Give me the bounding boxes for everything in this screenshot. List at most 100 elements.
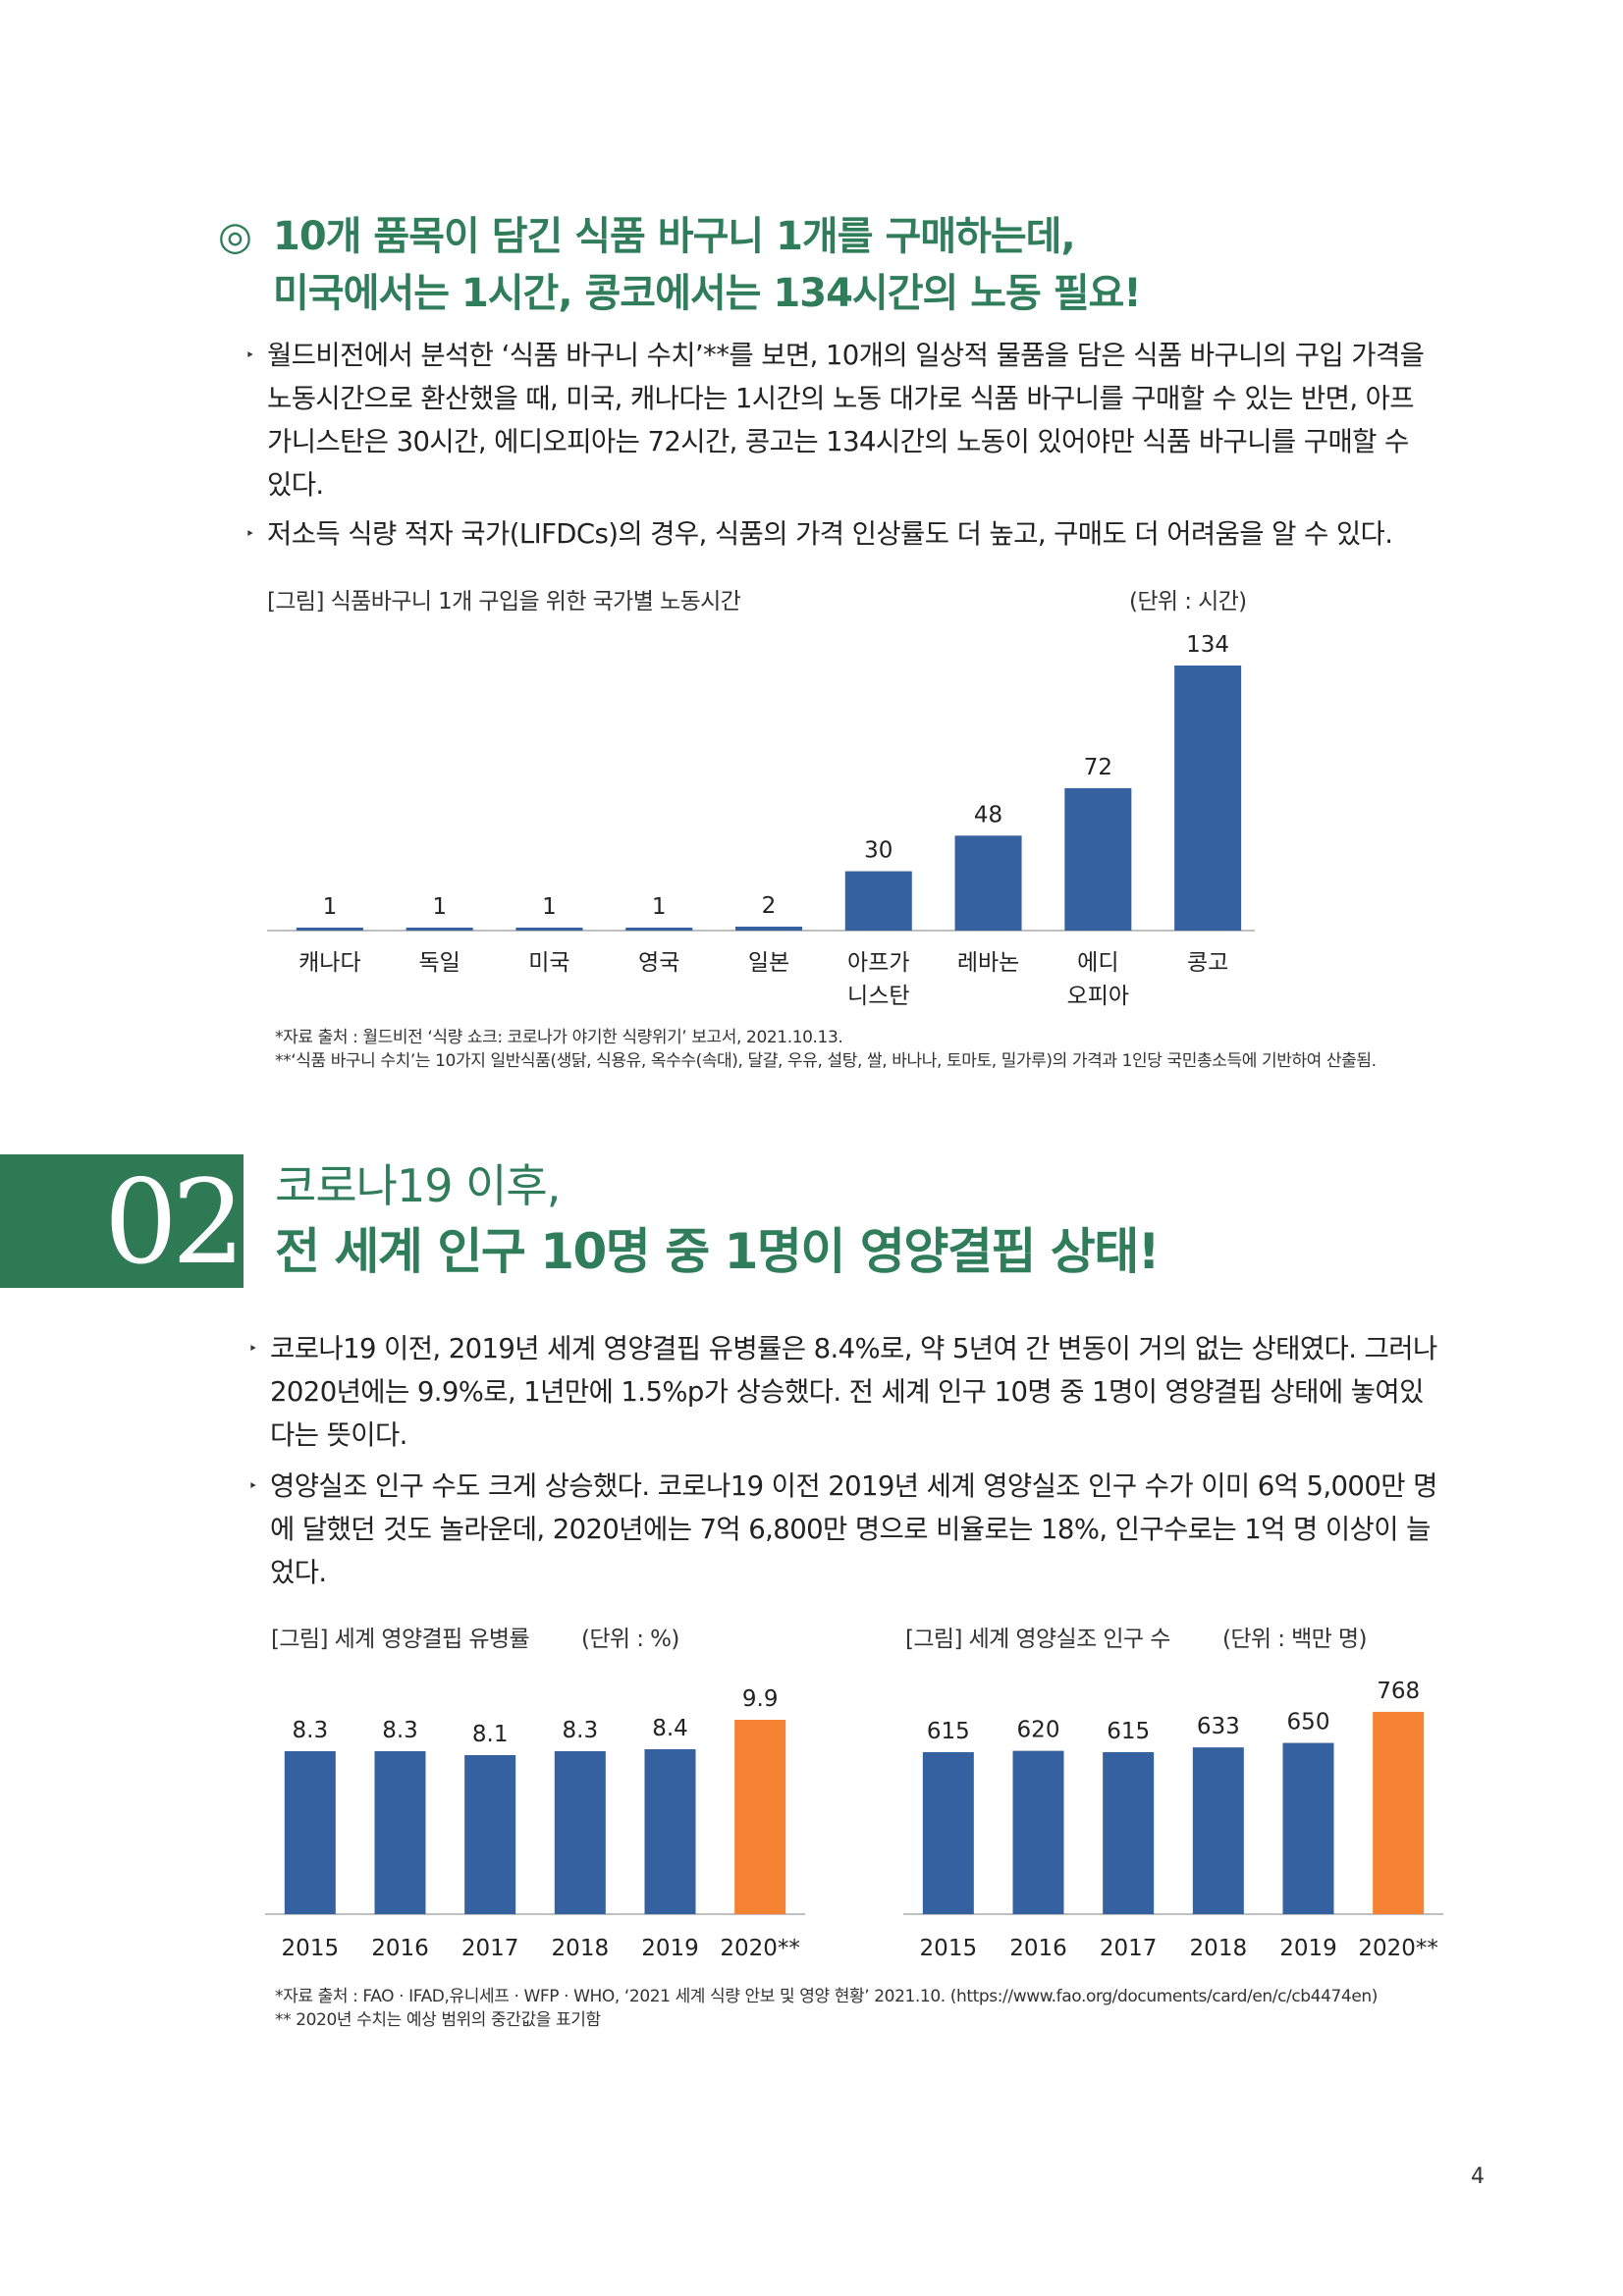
data-label: 30	[864, 838, 893, 864]
data-label: 9.9	[742, 1686, 779, 1712]
tick-label: 2020**	[1358, 1936, 1438, 1961]
data-label: 633	[1197, 1714, 1240, 1739]
bar	[1192, 1747, 1244, 1914]
paragraph-line: 2020년에는 9.9%로, 1년만에 1.5%p가 상승했다. 전 세계 인구…	[270, 1376, 1424, 1408]
bar	[1103, 1751, 1155, 1914]
bar	[374, 1751, 426, 1914]
data-label: 8.3	[563, 1718, 599, 1743]
section1-heading-line1: 10개 품목이 담긴 식품 바구니 1개를 구매하는데,	[273, 214, 1076, 259]
tick-label: 아프가	[847, 950, 909, 976]
bar	[464, 1755, 516, 1914]
tick-label: 2015	[920, 1936, 978, 1961]
data-label: 1	[652, 894, 667, 920]
figure3-unit: (단위 : 백만 명)	[1222, 1627, 1367, 1652]
bar	[284, 1751, 336, 1914]
data-label: 615	[1107, 1719, 1150, 1744]
data-label: 650	[1287, 1710, 1330, 1735]
data-label: 72	[1084, 755, 1112, 780]
data-label: 620	[1017, 1718, 1060, 1743]
definition-note: **‘식품 바구니 수치’는 10가지 일반식품(생닭, 식용유, 옥수수(속대…	[275, 1051, 1377, 1071]
bar	[515, 928, 583, 931]
figure1-unit: (단위 : 시간)	[1129, 589, 1247, 614]
tick-label: 2017	[1100, 1936, 1158, 1961]
source-note: *자료 출처 : FAO · IFAD,유니세프 · WFP · WHO, ‘2…	[275, 1987, 1379, 2006]
bar	[625, 928, 693, 931]
bar	[1012, 1750, 1064, 1914]
bullet-triangle-icon: ‣	[248, 1339, 257, 1358]
figure2-chart: 8.3 2015 8.3 2016 8.1 2017 8.3 2018 8.4 2019 9.9 20…	[265, 1686, 805, 1961]
section1-bullet-1: ‣ 월드비전에서 분석한 ‘식품 바구니 수치’**를 보면, 10개의 일상적…	[245, 334, 1485, 507]
bar	[644, 1749, 696, 1914]
section2-subtitle: 코로나19 이후,	[275, 1159, 561, 1212]
figure1-notes: *자료 출처 : 월드비전 ‘식량 쇼크: 코로나가 야기한 식량위기’ 보고서…	[275, 1026, 1551, 1073]
data-label: 8.4	[652, 1716, 688, 1741]
estimate-note: ** 2020년 수치는 예상 범위의 중간값을 표기함	[275, 2010, 601, 2030]
paragraph-line: 노동시간으로 환산했을 때, 미국, 캐나다는 1시간의 노동 대가로 식품 바…	[267, 383, 1415, 414]
tick-label: 오피아	[1067, 984, 1129, 1009]
bar	[735, 926, 802, 931]
bar	[734, 1720, 786, 1914]
tick-label: 2016	[1009, 1936, 1067, 1961]
paragraph-line: 었다.	[270, 1557, 327, 1588]
data-label: 134	[1186, 632, 1229, 658]
section2-title: 전 세계 인구 10명 중 1명이 영양결핍 상태!	[275, 1223, 1161, 1280]
bullet-triangle-icon: ‣	[245, 346, 254, 364]
tick-label: 2019	[641, 1936, 699, 1961]
bar	[1373, 1711, 1425, 1914]
paragraph-line: 저소득 식량 적자 국가(LIFDCs)의 경우, 식품의 가격 인상률도 더 …	[267, 518, 1393, 550]
bar	[406, 928, 473, 931]
tick-label: 캐나다	[298, 950, 360, 976]
bullseye-icon: ◎	[218, 214, 252, 259]
section2-bullet-2: ‣ 영양실조 인구 수도 크게 상승했다. 코로나19 이전 2019년 세계 …	[248, 1465, 1488, 1594]
data-label: 2	[762, 893, 777, 919]
section1-heading-line2: 미국에서는 1시간, 콩코에서는 134시간의 노동 필요!	[273, 271, 1142, 316]
figure2-unit: (단위 : %)	[581, 1627, 679, 1652]
tick-label: 독일	[419, 950, 460, 976]
bar	[922, 1751, 974, 1914]
section1-bullet-2: ‣ 저소득 식량 적자 국가(LIFDCs)의 경우, 식품의 가격 인상률도 …	[245, 512, 1485, 556]
paragraph-line: 다는 뜻이다.	[270, 1419, 407, 1451]
data-label: 1	[542, 894, 557, 920]
bar	[554, 1751, 606, 1914]
bar	[954, 835, 1022, 931]
bullet-triangle-icon: ‣	[248, 1476, 257, 1495]
section-number-block: 02	[0, 1154, 245, 1290]
figure1-caption: [그림] 식품바구니 1개 구입을 위한 국가별 노동시간	[267, 589, 741, 614]
tick-label: 에디	[1077, 950, 1118, 976]
data-label: 8.3	[293, 1718, 329, 1743]
bar	[1174, 666, 1242, 931]
bar	[1282, 1742, 1334, 1914]
tick-label: 2018	[1190, 1936, 1248, 1961]
data-label: 768	[1377, 1679, 1420, 1704]
section-number: 02	[103, 1154, 245, 1290]
tick-label: 일본	[748, 950, 789, 976]
tick-label: 2016	[371, 1936, 429, 1961]
tick-label: 영국	[638, 950, 679, 976]
tick-label: 2015	[282, 1936, 340, 1961]
figure2-notes: *자료 출처 : FAO · IFAD,유니세프 · WFP · WHO, ‘2…	[275, 1985, 1551, 2032]
paragraph-line: 코로나19 이전, 2019년 세계 영양결핍 유병률은 8.4%로, 약 5년…	[270, 1333, 1437, 1364]
section2-bullet-1: ‣ 코로나19 이전, 2019년 세계 영양결핍 유병률은 8.4%로, 약 …	[248, 1327, 1488, 1457]
paragraph-line: 가니스탄은 30시간, 에디오피아는 72시간, 콩고는 134시간의 노동이 …	[267, 426, 1409, 457]
tick-label: 2019	[1279, 1936, 1337, 1961]
data-label: 8.1	[472, 1722, 509, 1747]
paragraph-line: 영양실조 인구 수도 크게 상승했다. 코로나19 이전 2019년 세계 영양…	[270, 1470, 1437, 1502]
data-label: 8.3	[382, 1718, 418, 1743]
figure2-caption: [그림] 세계 영양결핍 유병률	[271, 1627, 530, 1652]
figure3-caption: [그림] 세계 영양실조 인구 수	[905, 1627, 1170, 1652]
tick-label: 레바논	[957, 950, 1019, 976]
bullet-triangle-icon: ‣	[245, 524, 254, 543]
data-label: 1	[323, 894, 338, 920]
paragraph-line: 있다.	[267, 469, 324, 501]
page-number: 4	[1471, 2164, 1485, 2189]
tick-label: 2017	[461, 1936, 519, 1961]
tick-label: 니스탄	[847, 984, 909, 1009]
tick-label: 2020**	[720, 1936, 800, 1961]
bar	[844, 871, 912, 931]
paragraph-line: 월드비전에서 분석한 ‘식품 바구니 수치’**를 보면, 10개의 일상적 물…	[267, 340, 1425, 371]
paragraph-line: 에 달했던 것도 놀라운데, 2020년에는 7억 6,800만 명으로 비율로…	[270, 1514, 1431, 1545]
bar	[1064, 787, 1132, 931]
figure3-chart: 615 2015 620 2016 615 2017 633 2018 650 2019 768 20…	[903, 1679, 1443, 1961]
tick-label: 미국	[528, 950, 569, 976]
